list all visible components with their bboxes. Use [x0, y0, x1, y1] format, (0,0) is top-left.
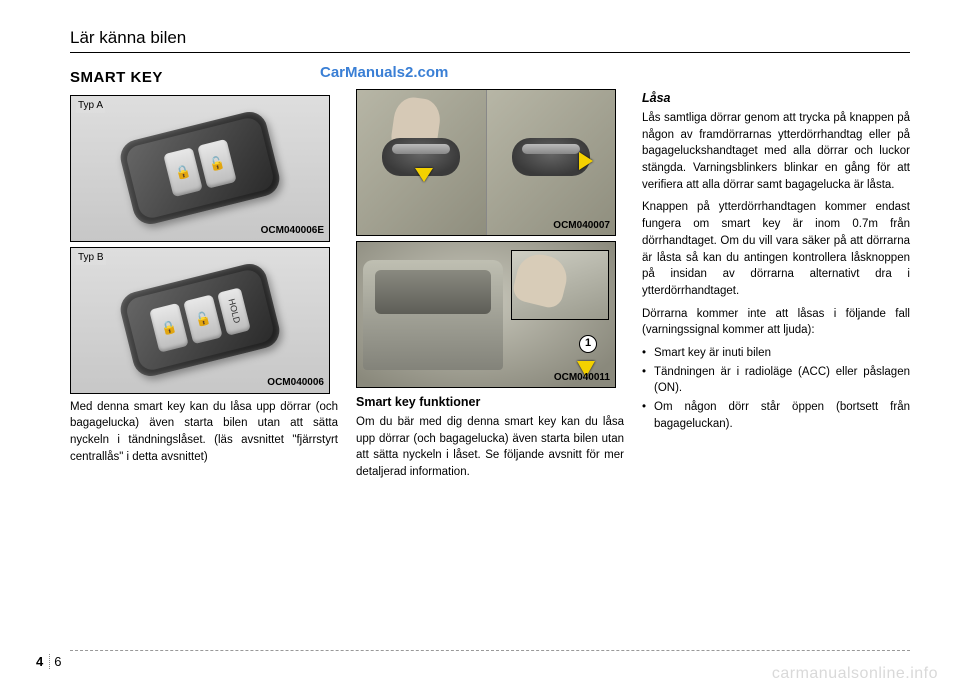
- footer-dash-line: [70, 650, 910, 651]
- figure-key-type-b: Typ B 🔒 🔓 HOLD OCM040006: [70, 247, 330, 394]
- list-item: Om någon dörr står öppen (bortsett från …: [642, 399, 910, 432]
- col2-subtitle: Smart key funktioner: [356, 393, 624, 411]
- unlock-icon: 🔓: [197, 139, 237, 189]
- arrow-icon: [579, 152, 593, 170]
- figure-code: OCM040006: [267, 376, 324, 391]
- figure-label: Typ B: [76, 251, 106, 266]
- chapter-number: 4: [36, 654, 50, 669]
- column-2: Typ A OCM040007 Typ B: [356, 67, 624, 487]
- arrow-icon: [415, 168, 433, 182]
- figure-code: OCM040011: [554, 371, 610, 386]
- list-item: Tändningen är i radioläge (ACC) eller på…: [642, 364, 910, 397]
- col3-subtitle: Låsa: [642, 89, 910, 107]
- page-header: Lär känna bilen: [70, 28, 910, 53]
- col1-paragraph-1: Med denna smart key kan du låsa upp dörr…: [70, 399, 338, 466]
- figure-key-type-a: Typ A 🔒 🔓 OCM040006E: [70, 95, 330, 242]
- footer-brand: carmanualsonline.info: [772, 665, 938, 683]
- col3-bullet-list: Smart key är inuti bilen Tändningen är i…: [642, 345, 910, 432]
- section-title: SMART KEY: [70, 67, 338, 89]
- inset-detail: [511, 250, 609, 320]
- list-item: Smart key är inuti bilen: [642, 345, 910, 362]
- col3-paragraph-1: Lås samtliga dörrar genom att trycka på …: [642, 110, 910, 193]
- figure-code: OCM040007: [553, 219, 610, 234]
- figure-door-handle: Typ A OCM040007: [356, 89, 616, 236]
- col2-paragraph-1: Om du bär med dig denna smart key kan du…: [356, 414, 624, 481]
- tailgate-illustration: 1: [357, 242, 615, 387]
- keyfob-illustration: 🔒 🔓 HOLD: [117, 260, 283, 380]
- watermark-text: CarManuals2.com: [320, 64, 448, 81]
- column-1: SMART KEY Typ A 🔒 🔓 OCM040006E Typ B 🔒 🔓: [70, 67, 338, 487]
- figure-label: Typ A: [76, 99, 105, 114]
- page-number-value: 6: [54, 654, 61, 669]
- page-number: 46: [36, 654, 61, 669]
- col3-paragraph-2: Knappen på ytterdörrhandtagen kommer end…: [642, 199, 910, 299]
- lock-icon: 🔒: [163, 148, 203, 198]
- keyfob-illustration: 🔒 🔓: [117, 108, 283, 228]
- lock-icon: 🔒: [149, 303, 189, 353]
- callout-marker: 1: [579, 335, 597, 353]
- figure-tailgate: Typ B 1 OCM040011: [356, 241, 616, 388]
- column-3: Låsa Lås samtliga dörrar genom att tryck…: [642, 67, 910, 487]
- figure-code: OCM040006E: [261, 224, 324, 239]
- content-columns: SMART KEY Typ A 🔒 🔓 OCM040006E Typ B 🔒 🔓: [70, 67, 910, 487]
- unlock-icon: 🔓: [183, 295, 223, 345]
- col3-paragraph-3: Dörrarna kommer inte att låsas i följand…: [642, 306, 910, 339]
- hold-button-icon: HOLD: [217, 288, 251, 336]
